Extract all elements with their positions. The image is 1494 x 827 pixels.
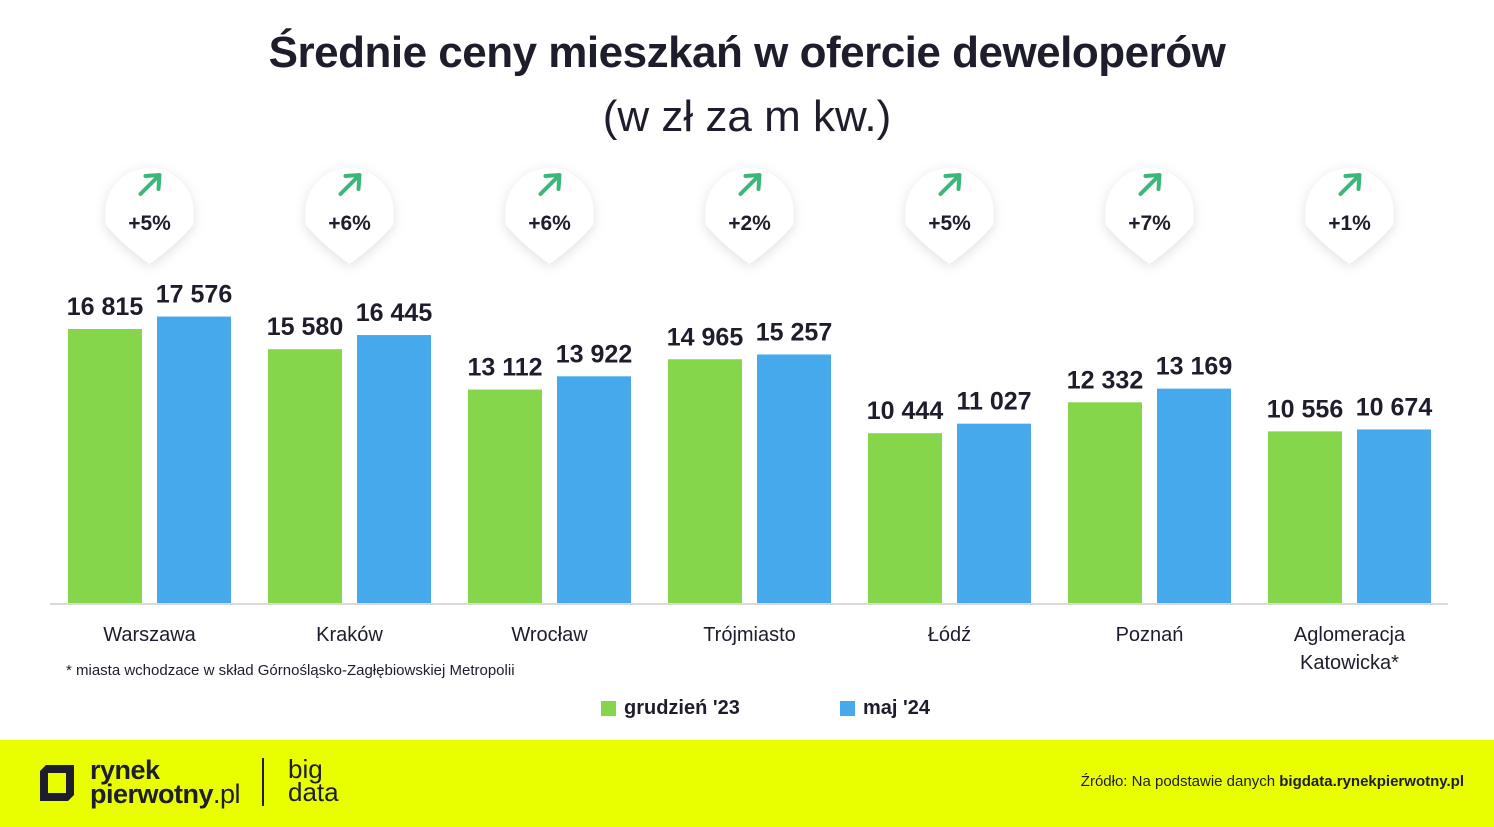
footer-bar: rynek pierwotny.pl big data Źródło: Na p…: [0, 740, 1494, 827]
change-badge: +1%: [1305, 168, 1394, 264]
badge-shape: [905, 168, 994, 264]
bar-value-label: 16 815: [67, 293, 144, 321]
legend-label-may24: maj '24: [863, 697, 931, 719]
bar-dec23-3: [668, 359, 742, 604]
bar-value-label: 10 444: [867, 397, 944, 425]
change-badge: +7%: [1105, 168, 1194, 264]
change-percent-label: +5%: [128, 212, 171, 235]
trend-up-arrow-icon: [138, 173, 162, 196]
logo-pl: .pl: [213, 779, 241, 809]
category-label: Trójmiasto: [703, 624, 796, 646]
trend-up-arrow-icon: [538, 173, 562, 196]
bar-may24-4: [957, 423, 1031, 604]
bar-value-label: 13 922: [556, 340, 632, 368]
logo-line-pierwotny: pierwotny.pl: [90, 779, 241, 809]
bar-value-label: 17 576: [156, 281, 232, 309]
trend-up-arrow-icon: [1138, 173, 1162, 196]
legend-swatch-green: [601, 701, 616, 716]
bar-value-label: 10 674: [1356, 393, 1433, 421]
bar-dec23-0: [68, 329, 142, 604]
legend-swatch-blue: [840, 701, 855, 716]
bar-value-label: 15 257: [756, 318, 832, 346]
bar-value-label: 16 445: [356, 299, 433, 327]
bar-value-label: 13 169: [1156, 353, 1232, 381]
bar-value-label: 12 332: [1067, 366, 1143, 394]
change-percent-label: +5%: [928, 212, 971, 235]
bar-may24-0: [157, 316, 231, 604]
bar-chart: +5% +6% +6% +2% +5% +7% +1% 16 815 17 576 15 580…: [50, 168, 1448, 674]
change-badge: +5%: [105, 168, 194, 264]
logo-line-rynek: rynek: [90, 755, 160, 785]
bar-value-label: 13 112: [467, 354, 542, 382]
category-label: Łódź: [928, 624, 971, 646]
chart-subtitle: (w zł za m kw.): [602, 92, 892, 141]
bar-may24-2: [557, 376, 631, 604]
bar-dec23-5: [1068, 402, 1142, 604]
bar-may24-5: [1157, 388, 1231, 604]
rynekpierwotny-logo: rynek pierwotny.pl: [90, 755, 241, 809]
bar-may24-1: [357, 335, 431, 604]
bar-may24-6: [1357, 429, 1431, 604]
legend-item-may24: maj '24: [840, 697, 930, 720]
change-percent-label: +2%: [728, 212, 771, 235]
bar-dec23-4: [868, 433, 942, 604]
trend-up-arrow-icon: [338, 173, 362, 196]
bar-value-label: 10 556: [1267, 395, 1343, 423]
trend-up-arrow-icon: [738, 173, 762, 196]
badge-shape: [1305, 168, 1394, 264]
bigdata-logo: big data: [288, 754, 339, 807]
category-label: Aglomeracja: [1294, 624, 1406, 646]
bar-dec23-1: [268, 349, 342, 604]
trend-up-arrow-icon: [938, 173, 962, 196]
category-label: Katowicka*: [1300, 652, 1399, 674]
badge-shape: [305, 168, 394, 264]
change-badge: +6%: [505, 168, 594, 264]
bigdata-line-data: data: [288, 777, 339, 807]
legend-label-dec23: grudzień '23: [624, 697, 740, 719]
change-percent-label: +6%: [328, 212, 371, 235]
badge-shape: [1105, 168, 1194, 264]
badge-shape: [105, 168, 194, 264]
source-link: bigdata.rynekpierwotny.pl: [1279, 773, 1464, 790]
bar-value-label: 11 027: [956, 388, 1031, 416]
category-label: Warszawa: [103, 624, 196, 646]
source-note: Źródło: Na podstawie danych bigdata.ryne…: [1081, 773, 1464, 790]
change-badge: +5%: [905, 168, 994, 264]
bar-may24-3: [757, 354, 831, 604]
category-label: Kraków: [316, 624, 383, 646]
change-percent-label: +1%: [1328, 212, 1371, 235]
legend-item-dec23: grudzień '23: [601, 697, 740, 720]
bar-dec23-2: [468, 389, 542, 604]
logo-divider: [262, 758, 264, 806]
change-badge: +2%: [705, 168, 794, 264]
category-label: Wrocław: [511, 624, 588, 646]
bar-value-label: 14 965: [667, 323, 744, 351]
bar-dec23-6: [1268, 431, 1342, 604]
legend: grudzień '23 maj '24: [0, 697, 1494, 727]
chart-title: Średnie ceny mieszkań w ofercie dewelope…: [268, 28, 1226, 77]
rynekpierwotny-logo-icon: [40, 765, 74, 801]
source-prefix: Źródło: Na podstawie danych: [1080, 773, 1280, 790]
badge-shape: [705, 168, 794, 264]
change-percent-label: +7%: [1128, 212, 1171, 235]
change-percent-label: +6%: [528, 212, 571, 235]
trend-up-arrow-icon: [1338, 173, 1362, 196]
bar-value-label: 15 580: [267, 313, 343, 341]
logo-pierwotny: pierwotny: [90, 779, 214, 809]
bigdata-line-big: big: [288, 754, 323, 784]
change-badge: +6%: [305, 168, 394, 264]
badge-shape: [505, 168, 594, 264]
footnote: * miasta wchodzace w skład Górnośląsko-Z…: [66, 662, 515, 679]
category-label: Poznań: [1116, 624, 1184, 646]
